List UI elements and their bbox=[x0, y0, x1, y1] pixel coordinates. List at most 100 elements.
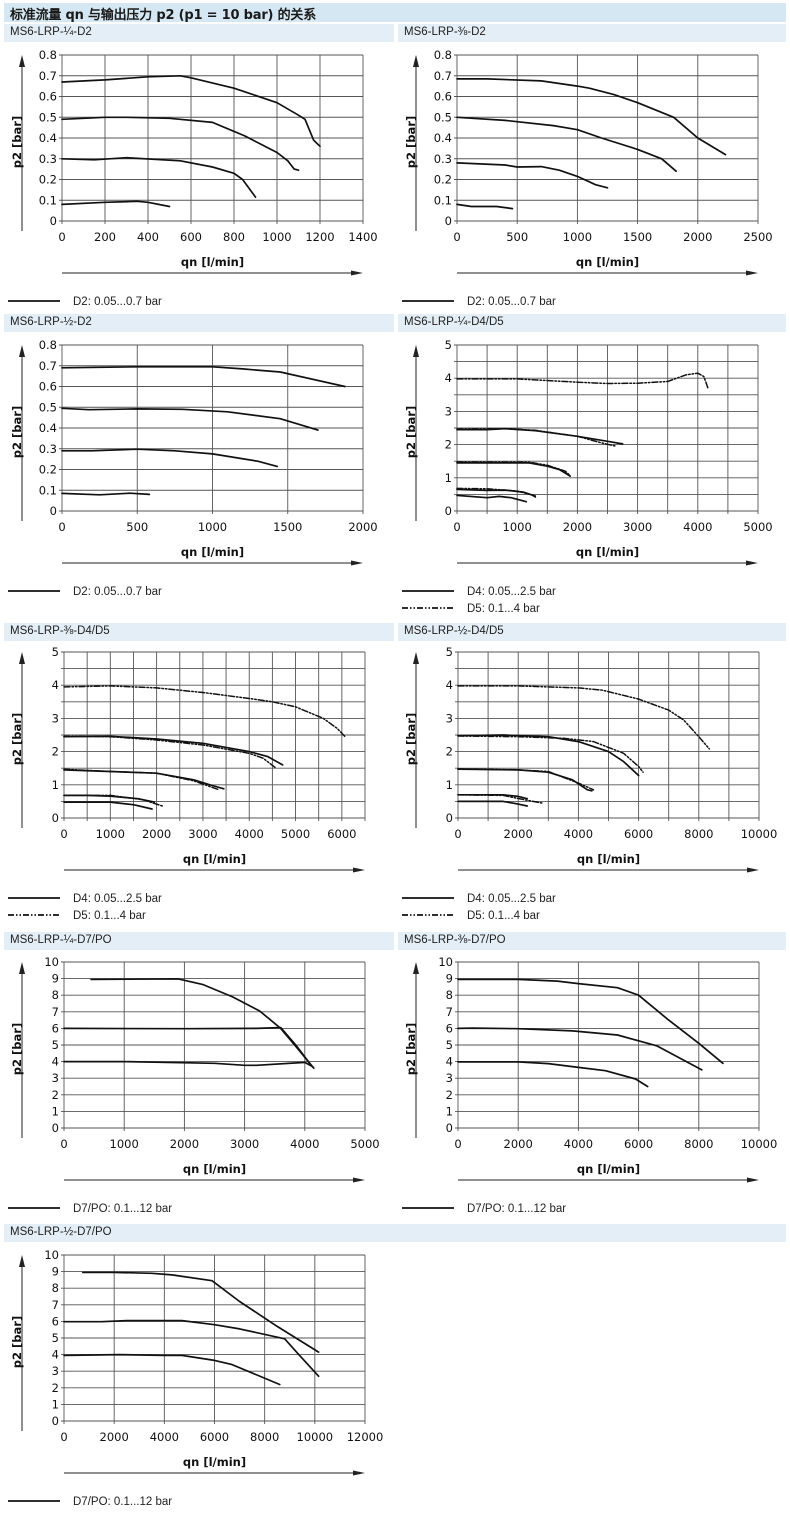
series-line bbox=[457, 734, 640, 777]
y-tick-label: 0 bbox=[445, 504, 452, 518]
series-line bbox=[61, 407, 319, 431]
y-tick-label: 5 bbox=[52, 1038, 59, 1052]
y-tick-label: 0.8 bbox=[434, 48, 452, 62]
page-title-bar: 标准流量 qn 与输出压力 p2 (p1 = 10 bar) 的关系 bbox=[4, 3, 786, 23]
x-tick-label: 5000 bbox=[281, 827, 310, 841]
x-tick-label: 4000 bbox=[235, 827, 264, 841]
y-axis-label: p2 [bar] bbox=[404, 713, 418, 765]
y-tick-label: 8 bbox=[52, 1281, 59, 1295]
y-tick-label: 6 bbox=[52, 1021, 59, 1035]
x-tick-label: 2000 bbox=[563, 520, 592, 534]
y-tick-label: 0 bbox=[446, 1121, 453, 1135]
series-line bbox=[63, 1060, 314, 1068]
x-axis-arrowhead-icon bbox=[351, 560, 363, 566]
x-axis-label: qn [l/min] bbox=[183, 1162, 246, 1176]
y-tick-label: 0.1 bbox=[434, 193, 452, 207]
x-tick-label: 2000 bbox=[170, 1137, 199, 1151]
x-tick-label: 0 bbox=[454, 827, 461, 841]
y-tick-label: 0.3 bbox=[39, 152, 57, 166]
y-tick-label: 8 bbox=[446, 988, 453, 1002]
y-tick-label: 0 bbox=[52, 1121, 59, 1135]
y-tick-label: 0.4 bbox=[434, 131, 452, 145]
x-tick-label: 2500 bbox=[743, 230, 772, 244]
x-tick-label: 4000 bbox=[683, 520, 712, 534]
x-tick-label: 2000 bbox=[348, 520, 377, 534]
page-title: 标准流量 qn 与输出压力 p2 (p1 = 10 bar) 的关系 bbox=[10, 8, 317, 23]
y-tick-label: 10 bbox=[44, 1248, 59, 1262]
series-line bbox=[63, 801, 153, 810]
panel-header-4: MS6-LRP-⅜-D4/D5 bbox=[4, 623, 394, 641]
y-axis-arrowhead-icon bbox=[19, 962, 25, 974]
series-line bbox=[61, 492, 151, 496]
y-tick-label: 0.1 bbox=[39, 483, 57, 497]
y-tick-label: 0.6 bbox=[39, 90, 57, 104]
y-tick-label: 2 bbox=[52, 1088, 59, 1102]
y-tick-label: 0 bbox=[446, 811, 453, 825]
x-tick-label: 0 bbox=[454, 1137, 461, 1151]
y-tick-label: 5 bbox=[445, 338, 452, 352]
x-tick-label: 1000 bbox=[110, 1137, 139, 1151]
series-line bbox=[63, 1353, 281, 1386]
x-tick-label: 0 bbox=[58, 230, 65, 244]
x-axis-arrowhead-icon bbox=[353, 867, 365, 873]
x-tick-label: 5000 bbox=[350, 1137, 379, 1151]
x-tick-label: 6000 bbox=[327, 827, 356, 841]
y-axis-arrowhead-icon bbox=[413, 345, 419, 357]
x-tick-label: 0 bbox=[60, 827, 67, 841]
y-tick-label: 2 bbox=[52, 745, 59, 759]
series-line bbox=[456, 372, 709, 389]
x-axis-label: qn [l/min] bbox=[183, 852, 246, 866]
series-line bbox=[457, 794, 544, 804]
x-axis-arrowhead-icon bbox=[353, 1470, 365, 1476]
y-tick-label: 0.2 bbox=[39, 173, 57, 187]
x-tick-label: 6000 bbox=[624, 1137, 653, 1151]
x-axis-label: qn [l/min] bbox=[576, 545, 639, 559]
x-tick-label: 1000 bbox=[198, 520, 227, 534]
y-axis-label: p2 [bar] bbox=[10, 1316, 24, 1368]
chart-8: 0 1 2 3 4 5 6 7 8 9 10 0 2000 4000 6000 8000 10000 12000 p… bbox=[8, 1248, 384, 1508]
series-line bbox=[63, 735, 284, 766]
series-line bbox=[457, 735, 644, 773]
series-line bbox=[457, 978, 724, 1065]
x-axis-label: qn [l/min] bbox=[181, 545, 244, 559]
y-tick-label: 1 bbox=[446, 778, 453, 792]
series-line bbox=[63, 768, 220, 791]
y-axis-arrowhead-icon bbox=[413, 652, 419, 664]
y-axis-arrowhead-icon bbox=[19, 55, 25, 67]
series-line bbox=[63, 735, 276, 769]
y-tick-label: 0.7 bbox=[39, 69, 57, 83]
series-line bbox=[456, 162, 609, 189]
chart-3: 0 1 2 3 4 5 0 1000 2000 3000 4000 5000 p2 [bar] qn [l… bbox=[402, 338, 773, 615]
y-tick-label: 0 bbox=[445, 214, 452, 228]
legend-label: D4: 0.05...2.5 bar bbox=[73, 893, 162, 905]
series-line bbox=[456, 488, 537, 497]
y-tick-label: 0.5 bbox=[39, 400, 57, 414]
y-tick-label: 3 bbox=[52, 1071, 59, 1085]
x-tick-label: 600 bbox=[180, 230, 202, 244]
series-line bbox=[456, 203, 514, 210]
y-tick-label: 6 bbox=[446, 1021, 453, 1035]
y-tick-label: 0.5 bbox=[434, 110, 452, 124]
chart-title: MS6-LRP-¼-D2 bbox=[10, 26, 92, 38]
y-tick-label: 7 bbox=[52, 1298, 59, 1312]
chart-2: 0 0.1 0.2 0.3 0.4 0.5 0.6 0.7 0.8 0 500 1000 1500 200… bbox=[8, 338, 378, 598]
y-tick-label: 5 bbox=[52, 645, 59, 659]
y-tick-label: 0.4 bbox=[39, 421, 57, 435]
y-tick-label: 0.3 bbox=[39, 442, 57, 456]
y-tick-label: 9 bbox=[52, 1265, 59, 1279]
y-tick-label: 3 bbox=[445, 404, 452, 418]
series-line bbox=[61, 365, 346, 388]
panel-header-3: MS6-LRP-¼-D4/D5 bbox=[398, 314, 786, 332]
chart-1: 0 0.1 0.2 0.3 0.4 0.5 0.6 0.7 0.8 0 500 1000 1500 200… bbox=[402, 48, 773, 308]
legend-label: D7/PO: 0.1...12 bar bbox=[467, 1203, 566, 1215]
legend-label: D7/PO: 0.1...12 bar bbox=[73, 1496, 172, 1508]
x-axis-label: qn [l/min] bbox=[576, 255, 639, 269]
panel-header-1: MS6-LRP-⅜-D2 bbox=[398, 24, 786, 42]
x-tick-label: 10000 bbox=[297, 1430, 334, 1444]
chart-5: 0 1 2 3 4 5 0 2000 4000 6000 8000 10000 p2 [bar] qn [… bbox=[402, 645, 777, 922]
panel-header-5: MS6-LRP-½-D4/D5 bbox=[398, 623, 786, 641]
y-axis-arrowhead-icon bbox=[19, 652, 25, 664]
x-tick-label: 12000 bbox=[347, 1430, 384, 1444]
x-axis-arrowhead-icon bbox=[747, 1177, 759, 1183]
y-tick-label: 2 bbox=[52, 1381, 59, 1395]
